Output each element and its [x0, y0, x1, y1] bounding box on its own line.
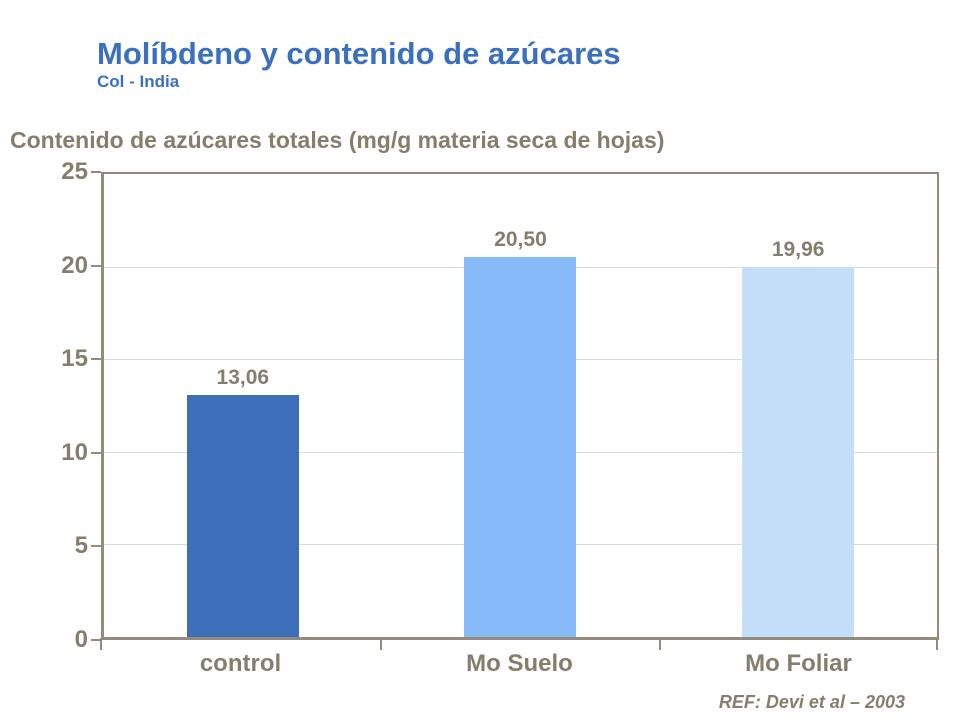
y-tick-label-0: 0: [74, 626, 88, 653]
bar-mo-suelo: [464, 257, 577, 637]
bar-value-label: 19,96: [771, 238, 825, 262]
bar-mo-foliar: [742, 267, 855, 637]
y-tick-mark: [91, 358, 101, 360]
page-title: Molíbdeno y contenido de azúcares: [97, 36, 621, 71]
x-tick-mark: [659, 638, 661, 650]
reference-text: REF: Devi et al – 2003: [718, 692, 905, 712]
bar-control: [186, 395, 299, 637]
y-tick-mark: [91, 452, 101, 454]
y-tick-label-25: 25: [61, 158, 88, 185]
chart-title: Contenido de azúcares totales (mg/g mate…: [10, 127, 665, 153]
category-label-mo-suelo: Mo Suelo: [466, 650, 573, 677]
bar-group-mo-foliar: 19,96: [659, 174, 937, 637]
y-tick-mark: [91, 639, 101, 641]
plot-area: 13,06 20,50 19,96: [101, 172, 939, 640]
y-tick-mark: [91, 171, 101, 173]
y-tick-mark: [91, 545, 101, 547]
category-label-mo-foliar: Mo Foliar: [745, 650, 852, 677]
x-tick-mark: [936, 638, 938, 650]
y-tick-label-20: 20: [61, 252, 88, 279]
y-tick-label-10: 10: [61, 439, 88, 466]
bar-group-mo-suelo: 20,50: [382, 174, 660, 637]
bar-value-label: 20,50: [494, 228, 547, 252]
bar-group-control: 13,06: [104, 174, 382, 637]
bar-value-label: 13,06: [216, 366, 270, 390]
y-tick-label-5: 5: [74, 532, 88, 559]
y-tick-mark: [91, 265, 101, 267]
x-tick-mark: [380, 638, 382, 650]
y-tick-label-15: 15: [61, 345, 88, 372]
page-subtitle: Col - India: [97, 72, 180, 91]
category-label-control: control: [199, 650, 282, 677]
x-tick-mark: [100, 638, 102, 650]
